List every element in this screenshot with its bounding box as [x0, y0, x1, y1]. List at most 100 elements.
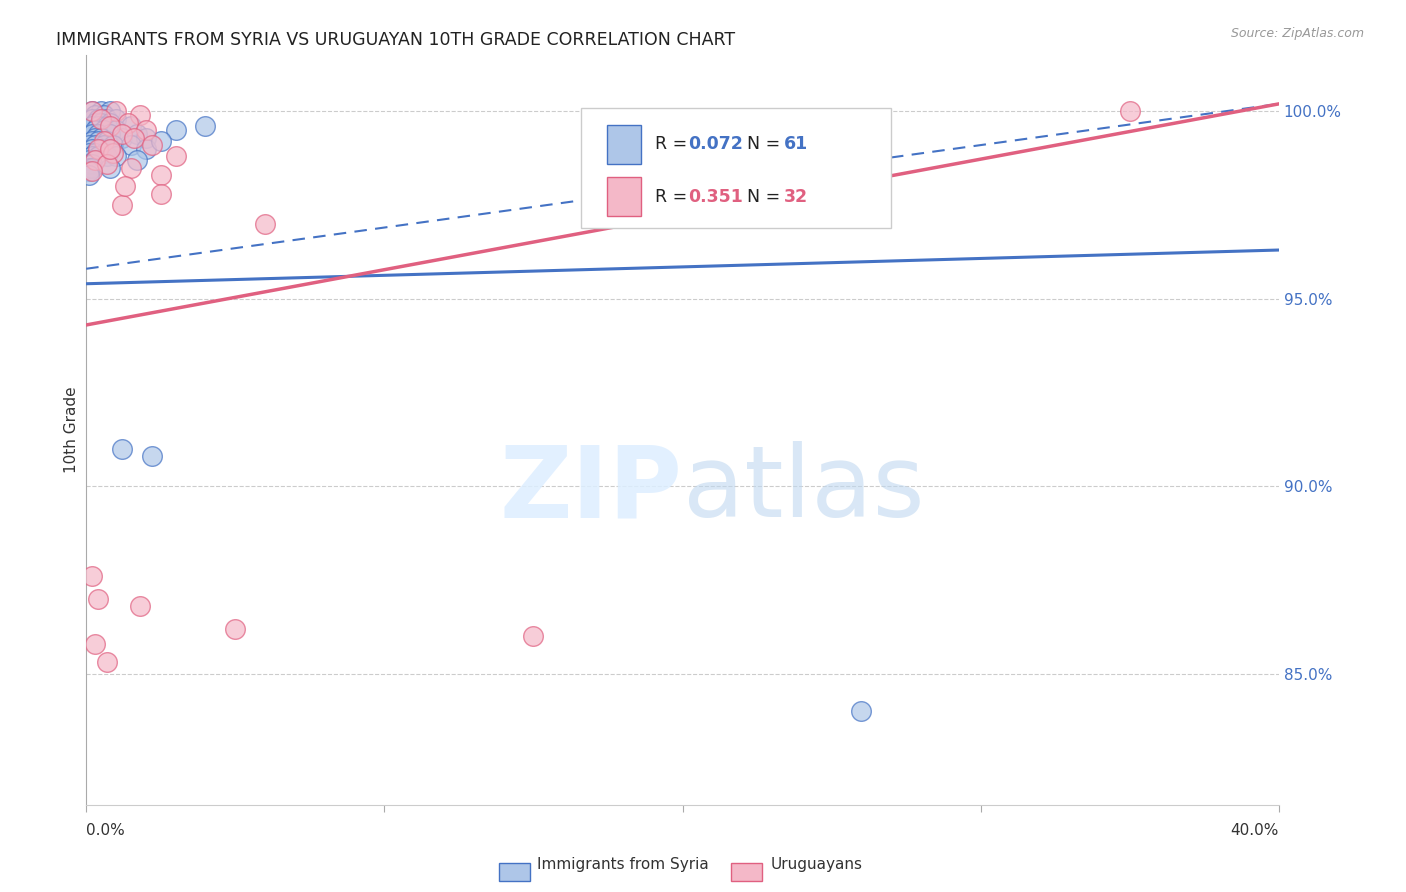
Point — [122, 130, 145, 145]
Point — [82, 120, 104, 134]
Point — [1119, 104, 1142, 119]
Point — [84, 153, 107, 167]
Point — [120, 161, 142, 175]
FancyBboxPatch shape — [607, 125, 641, 164]
Point — [77, 153, 100, 167]
Point — [93, 123, 115, 137]
Point — [82, 161, 104, 175]
Point — [82, 112, 104, 126]
Text: N =: N = — [737, 136, 786, 153]
Point — [104, 149, 127, 163]
Point — [104, 104, 127, 119]
Text: 61: 61 — [785, 136, 808, 153]
Point — [87, 591, 110, 606]
Point — [98, 120, 121, 134]
Text: IMMIGRANTS FROM SYRIA VS URUGUAYAN 10TH GRADE CORRELATION CHART: IMMIGRANTS FROM SYRIA VS URUGUAYAN 10TH … — [56, 31, 735, 49]
Point — [120, 120, 142, 134]
Point — [96, 655, 118, 669]
Point — [114, 179, 136, 194]
Point — [82, 134, 104, 148]
Point — [111, 130, 134, 145]
Point — [149, 168, 172, 182]
Point — [135, 142, 157, 156]
Point — [128, 108, 150, 122]
Point — [522, 629, 544, 643]
Point — [77, 164, 100, 178]
Point — [90, 104, 112, 119]
Text: 0.351: 0.351 — [689, 188, 744, 206]
Text: 0.0%: 0.0% — [86, 823, 125, 838]
Text: ZIP: ZIP — [499, 442, 682, 539]
Point — [98, 161, 121, 175]
Point — [84, 123, 107, 137]
Point — [87, 149, 110, 163]
Point — [98, 142, 121, 156]
Point — [98, 115, 121, 129]
Point — [84, 138, 107, 153]
Point — [96, 120, 118, 134]
Point — [120, 138, 142, 153]
Point — [128, 599, 150, 613]
Point — [111, 198, 134, 212]
Text: 0.072: 0.072 — [689, 136, 744, 153]
Point — [96, 112, 118, 126]
Point — [96, 149, 118, 163]
Point — [82, 569, 104, 583]
Point — [84, 108, 107, 122]
Point — [77, 145, 100, 160]
Point — [90, 130, 112, 145]
Point — [149, 186, 172, 201]
Point — [851, 704, 873, 718]
Point — [96, 157, 118, 171]
Text: R =: R = — [655, 188, 693, 206]
Point — [101, 145, 124, 160]
Point — [90, 142, 112, 156]
Point — [104, 123, 127, 137]
Point — [77, 161, 100, 175]
Point — [84, 636, 107, 650]
Point — [125, 153, 148, 167]
Point — [90, 112, 112, 126]
FancyBboxPatch shape — [581, 108, 891, 227]
Point — [141, 138, 163, 153]
Point — [93, 108, 115, 122]
Point — [98, 127, 121, 141]
Text: 40.0%: 40.0% — [1230, 823, 1279, 838]
Point — [82, 164, 104, 178]
Point — [84, 145, 107, 160]
Point — [87, 120, 110, 134]
Point — [82, 149, 104, 163]
Point — [224, 622, 246, 636]
Point — [104, 112, 127, 126]
Text: Uruguayans: Uruguayans — [770, 857, 862, 872]
Text: atlas: atlas — [682, 442, 924, 539]
Point — [135, 123, 157, 137]
Text: 32: 32 — [785, 188, 808, 206]
Text: R =: R = — [655, 136, 693, 153]
Point — [84, 115, 107, 129]
Point — [254, 217, 277, 231]
Point — [82, 127, 104, 141]
Point — [87, 134, 110, 148]
Point — [93, 145, 115, 160]
Point — [82, 104, 104, 119]
Point — [93, 134, 115, 148]
Point — [87, 127, 110, 141]
Text: N =: N = — [737, 188, 786, 206]
Text: Immigrants from Syria: Immigrants from Syria — [537, 857, 709, 872]
Point — [111, 127, 134, 141]
Point — [90, 115, 112, 129]
Point — [149, 134, 172, 148]
Point — [82, 157, 104, 171]
Point — [87, 142, 110, 156]
FancyBboxPatch shape — [607, 178, 641, 217]
Point — [93, 138, 115, 153]
Point — [87, 112, 110, 126]
Point — [82, 142, 104, 156]
Point — [101, 138, 124, 153]
Text: Source: ZipAtlas.com: Source: ZipAtlas.com — [1230, 27, 1364, 40]
Point — [98, 142, 121, 156]
Point — [77, 168, 100, 182]
Point — [165, 123, 187, 137]
Point — [98, 104, 121, 119]
